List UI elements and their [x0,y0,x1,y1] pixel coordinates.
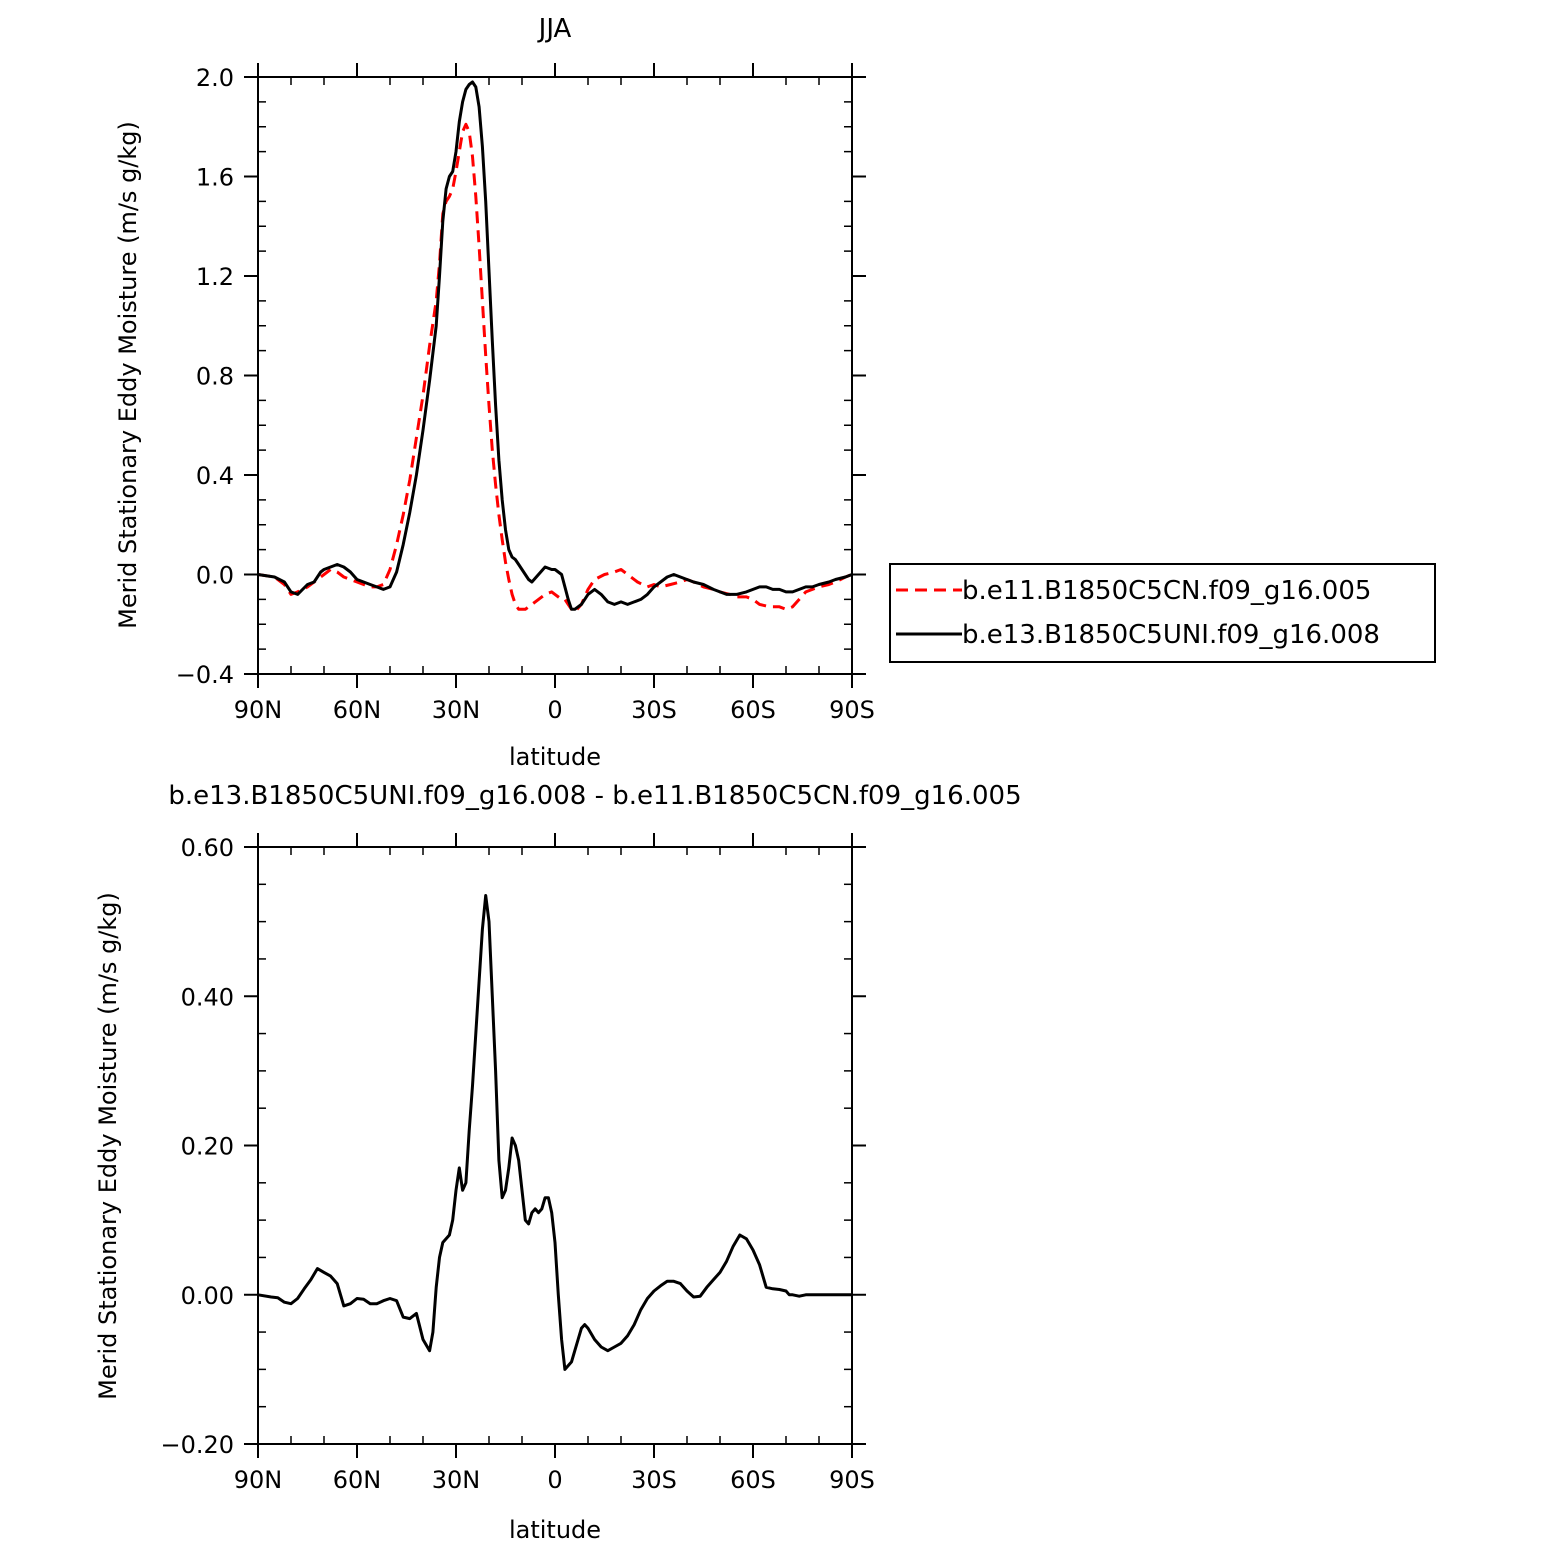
legend-box [889,563,1436,663]
y-tick-label: −0.20 [160,1431,234,1459]
y-tick-label: 0.20 [181,1133,234,1161]
chart-top: JJA latitude Merid Stationary Eddy Moist… [114,14,875,771]
x-axis-label: latitude [509,743,601,771]
x-tick-label: 90N [234,696,283,724]
x-tick-label: 60N [333,696,382,724]
y-tick-label: −0.4 [176,661,234,689]
series-line-1 [257,122,853,614]
series-line-2 [257,80,853,611]
y-tick-label: 0.0 [196,562,234,590]
x-tick-label: 60S [730,1466,776,1494]
tick-group: 90N 60N 30N 0 30S 60S 90S −0.4 0.0 0.4 0.8 1.2 1.6 2.… [176,63,875,724]
chart-bottom: b.e13.B1850C5UNI.f09_g16.008 - b.e11.B18… [94,781,1022,1544]
series-group [257,894,852,1371]
x-tick-label: 30N [432,696,481,724]
x-tick-label: 60S [730,696,776,724]
y-axis-label: Merid Stationary Eddy Moisture (m/s g/kg… [114,121,142,629]
x-tick-label: 30N [432,1466,481,1494]
x-tick-label: 90S [829,1466,875,1494]
x-tick-label: 0 [547,696,562,724]
y-tick-label: 1.6 [196,164,234,192]
plot-frame [257,76,853,675]
legend-label-series-2: b.e13.B1850C5UNI.f09_g16.008 [962,620,1380,650]
y-tick-label: 0.8 [196,363,234,391]
x-tick-label: 90N [234,1466,283,1494]
tick-group: 90N 60N 30N 0 30S 60S 90S −0.20 0.00 0.20 0.40 0.60 [160,833,875,1494]
legend-label-series-1: b.e11.B1850C5CN.f09_g16.005 [962,576,1371,606]
y-tick-label: 0.00 [181,1282,234,1310]
y-tick-label: 0.4 [196,462,234,490]
y-tick-label: 2.0 [196,64,234,92]
y-tick-label: 1.2 [196,263,234,291]
y-tick-label: 0.40 [181,983,234,1011]
x-tick-label: 30S [631,696,677,724]
x-tick-label: 30S [631,1466,677,1494]
x-tick-label: 0 [547,1466,562,1494]
x-axis-label: latitude [509,1516,601,1544]
x-tick-label: 90S [829,696,875,724]
chart-title: b.e13.B1850C5UNI.f09_g16.008 - b.e11.B18… [168,781,1021,811]
y-tick-label: 0.60 [181,834,234,862]
series-line-1 [257,894,852,1371]
x-tick-label: 60N [333,1466,382,1494]
legend: b.e11.B1850C5CN.f09_g16.005 b.e13.B1850C… [889,563,1436,663]
chart-title: JJA [537,14,572,44]
y-axis-label: Merid Stationary Eddy Moisture (m/s g/kg… [94,892,122,1400]
series-group [257,80,853,614]
plot-frame [257,846,853,1445]
